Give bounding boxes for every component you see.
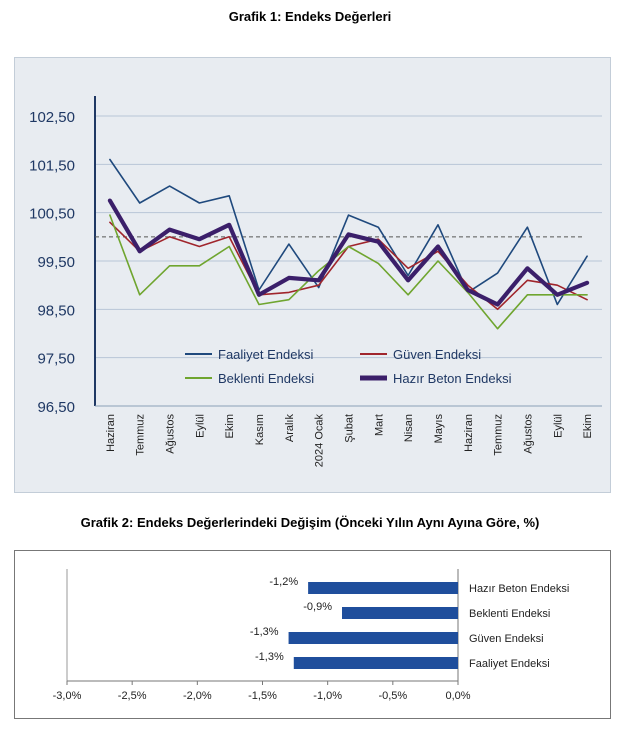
x-tick-label: -2,5%: [118, 690, 147, 702]
series-line: [109, 214, 588, 330]
legend-label: Beklenti Endeksi: [218, 371, 314, 386]
y-tick-label: 101,50: [29, 157, 75, 174]
bar: [308, 582, 458, 594]
x-tick-label: Şubat: [344, 414, 356, 443]
x-tick-label: Haziran: [463, 414, 475, 452]
x-tick-label: Ekim: [224, 414, 236, 438]
x-tick-label: Aralık: [284, 414, 296, 443]
y-tick-label: 96,50: [37, 399, 75, 416]
series-line: [109, 158, 588, 306]
y-tick-label: 98,50: [37, 302, 75, 319]
x-tick-label: Ağustos: [522, 414, 534, 454]
y-tick-label: 97,50: [37, 351, 75, 368]
chart1-title: Grafik 1: Endeks Değerleri: [228, 9, 392, 24]
x-tick-label: -1,0%: [313, 690, 342, 702]
bar: [288, 632, 458, 644]
bar-category-label: Beklenti Endeksi: [469, 608, 550, 620]
x-tick-label: 2024 Ocak: [314, 414, 326, 468]
legend-label: Faaliyet Endeksi: [218, 347, 313, 362]
bar-value-label: -0,9%: [303, 601, 332, 613]
x-tick-label: Haziran: [105, 414, 117, 452]
x-tick-label: Eylül: [552, 414, 564, 438]
bar: [293, 657, 458, 669]
x-tick-label: -0,5%: [378, 690, 407, 702]
legend-label: Güven Endeksi: [393, 347, 481, 362]
bar-chart-panel: -3,0% -2,5% -2,0% -1,5% -1,0% -0,5% 0,0% -1,2% H…: [14, 550, 611, 719]
line-chart: 102,50 101,50 100,50 99,50 98,50 97,50 96,50 Ha…: [29, 96, 602, 468]
x-tick-label: Temmuz: [135, 414, 147, 456]
bar-category-label: Faaliyet Endeksi: [469, 658, 550, 670]
bar-category-label: Güven Endeksi: [469, 633, 544, 645]
x-tick-label: -2,0%: [183, 690, 212, 702]
x-tick-label: -3,0%: [53, 690, 82, 702]
legend-label: Hazır Beton Endeksi: [393, 371, 512, 386]
x-tick-label: Nisan: [403, 414, 415, 442]
bar-category-label: Hazır Beton Endeksi: [469, 583, 569, 595]
chart2-title: Grafik 2: Endeks Değerlerindeki Değişim …: [80, 515, 540, 530]
x-tick-label: Eylül: [194, 414, 206, 438]
bar-value-label: -1,3%: [250, 626, 279, 638]
x-tick-label: Mayıs: [433, 414, 445, 444]
y-tick-label: 100,50: [29, 206, 75, 223]
bar-chart: -3,0% -2,5% -2,0% -1,5% -1,0% -0,5% 0,0% -1,2% H…: [53, 569, 569, 702]
x-tick-label: Mart: [373, 414, 385, 436]
x-tick-label: Kasım: [254, 414, 266, 445]
y-tick-label: 99,50: [37, 254, 75, 271]
x-tick-label: Ağustos: [165, 414, 177, 454]
bar-value-label: -1,2%: [269, 576, 298, 588]
series-line: [107, 198, 590, 307]
x-tick-label: 0,0%: [445, 690, 470, 702]
bar: [342, 607, 458, 619]
y-tick-label: 102,50: [29, 109, 75, 126]
x-tick-label: Temmuz: [493, 414, 505, 456]
line-chart-panel: 102,50 101,50 100,50 99,50 98,50 97,50 96,50 Ha…: [14, 57, 611, 493]
x-tick-label: -1,5%: [248, 690, 277, 702]
bar-value-label: -1,3%: [255, 651, 284, 663]
x-tick-label: Ekim: [582, 414, 594, 438]
